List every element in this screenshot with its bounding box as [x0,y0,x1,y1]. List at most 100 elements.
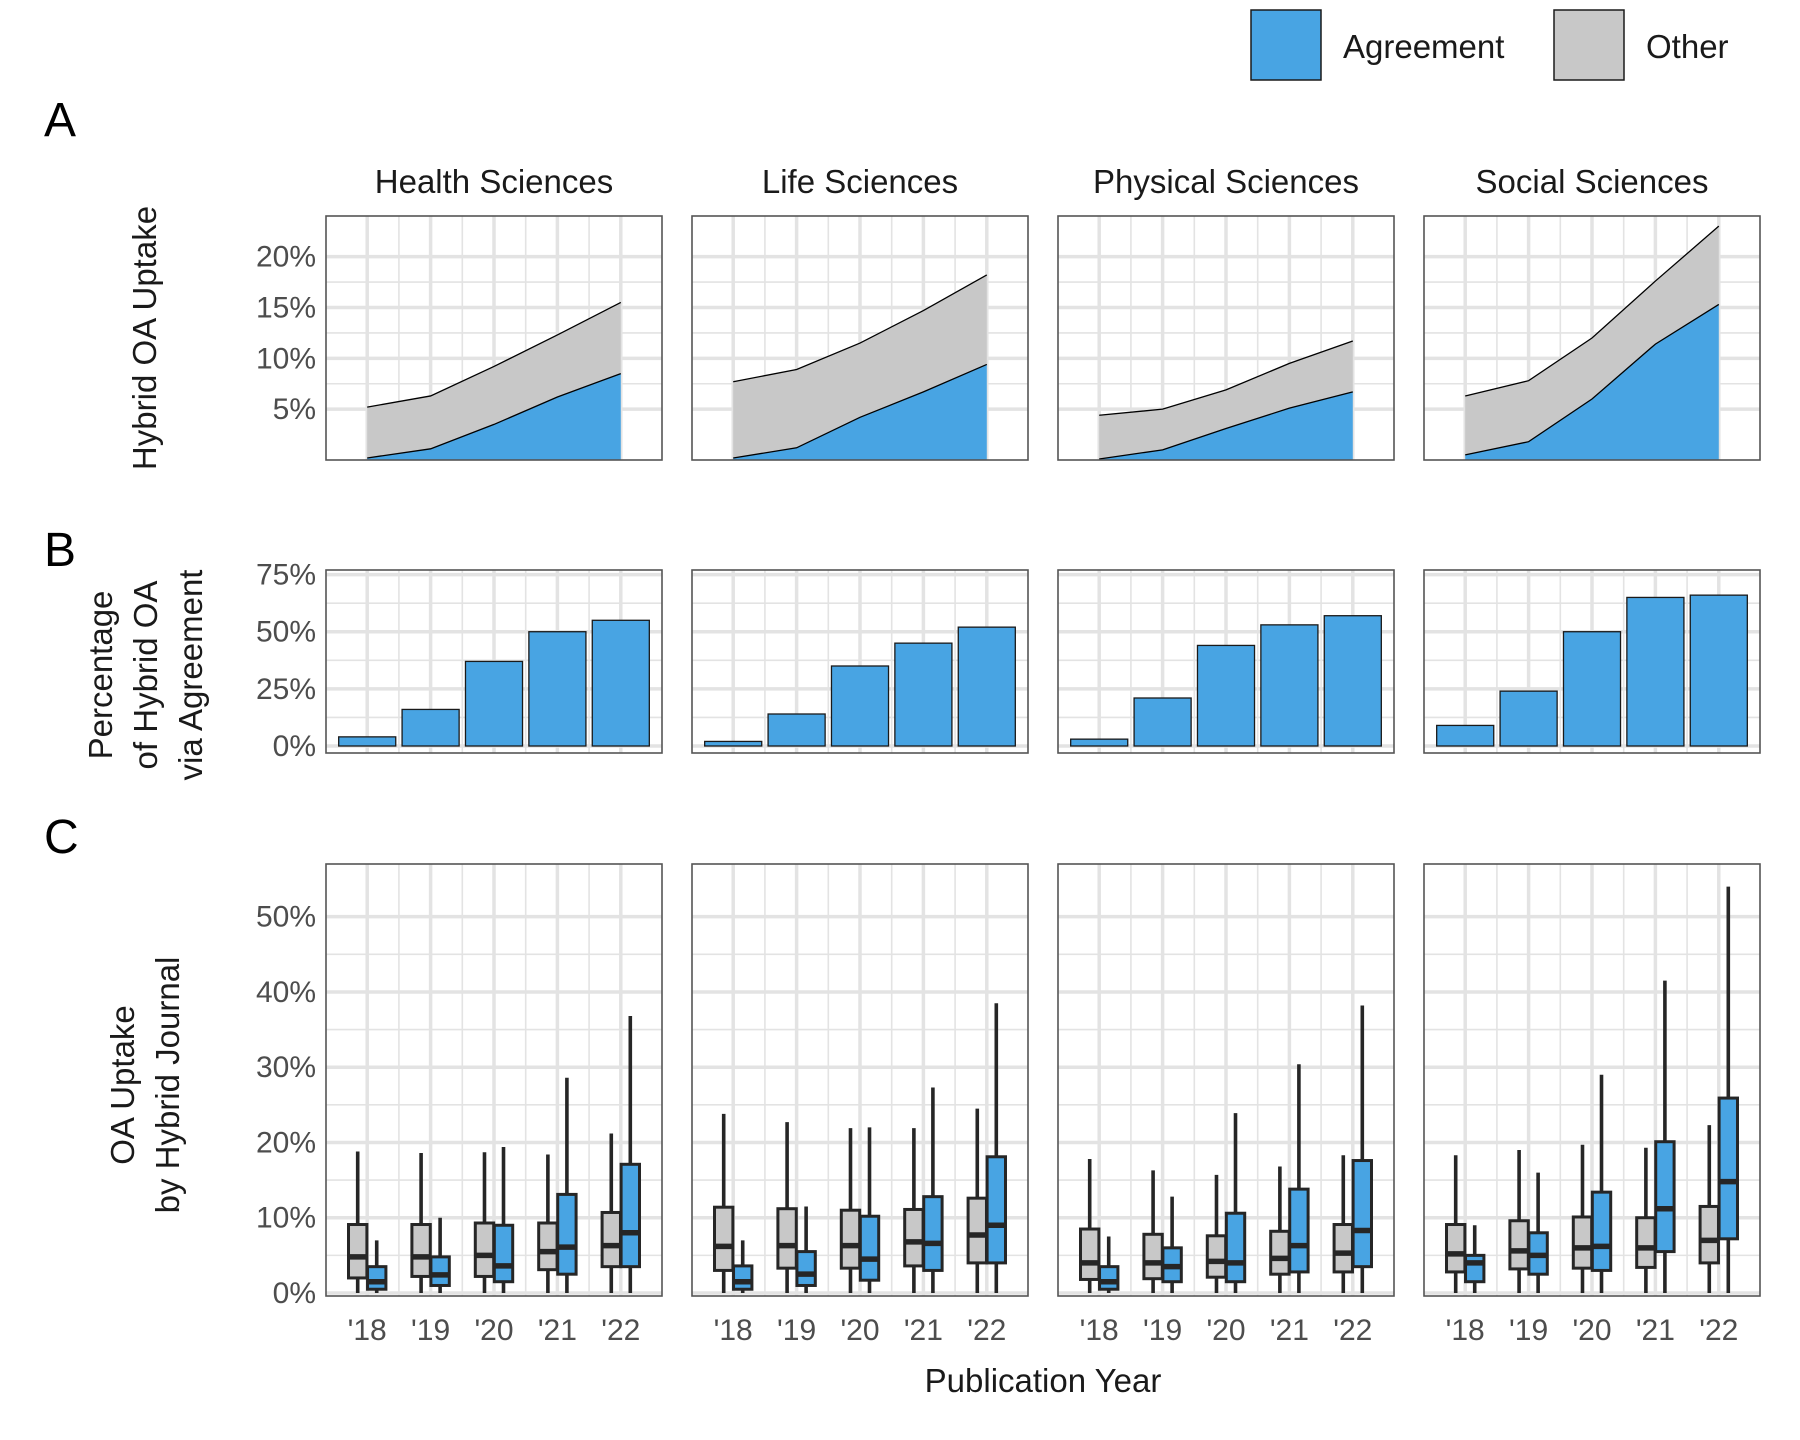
box-physical-sciences-agreement-box [1224,1211,1247,1284]
box-social-sciences-x-tick-label: '21 [1636,1314,1675,1347]
box-life-sciences-other-box [776,1207,798,1270]
bar-chart-y-tick-label: 25% [256,673,316,706]
box-social-sciences-x-tick-label: '22 [1699,1314,1738,1347]
area-chart-y-tick-label: 15% [256,292,316,325]
box-chart-y-tick-label: 0% [273,1277,316,1310]
area-health-sciences-total-line [367,301,622,408]
area-physical-sciences-border [1057,215,1395,461]
box-life-sciences-other-box [966,1196,988,1265]
bar-social-sciences-bar [1436,724,1495,747]
panel-tag-b: B [44,524,76,577]
box-life-sciences-agreement-box [858,1214,881,1282]
box-physical-sciences-x-tick-label: '20 [1206,1314,1245,1347]
legend-label-other: Other [1646,28,1729,65]
area-health-sciences-other-area [367,302,621,458]
box-physical-sciences-x-tick-label: '21 [1270,1314,1309,1347]
box-physical-sciences-border [1057,863,1395,1297]
area-physical-sciences-agreement-area [1099,391,1353,460]
bar-social-sciences-border [1423,569,1761,754]
box-health-sciences-border [325,863,663,1297]
box-chart-y-tick-label: 50% [256,901,316,934]
box-health-sciences-x-tick-label: '22 [601,1314,640,1347]
bar-life-sciences-bar [704,740,763,747]
bar-chart-y-tick-label: 75% [256,559,316,592]
area-life-sciences-agreement-line [733,363,988,459]
box-health-sciences-other-box [600,1210,622,1269]
bar-health-sciences-bar [591,619,650,747]
box-life-sciences-agreement-box [922,1195,944,1272]
box-chart-y-tick-label: 20% [256,1126,316,1159]
area-life-sciences-agreement-area [733,364,987,460]
legend-swatch-other [1553,9,1625,81]
bar-social-sciences-bar [1499,690,1558,747]
area-chart-y-tick-label: 20% [256,241,316,274]
area-social-sciences-agreement-line [1465,303,1720,456]
box-life-sciences-x-tick-label: '19 [777,1314,816,1347]
box-health-sciences-other-box [473,1221,496,1278]
area-social-sciences-other-area [1465,226,1719,455]
box-health-sciences-agreement-box [366,1265,388,1291]
box-life-sciences-x-tick-label: '21 [904,1314,943,1347]
panel-tag-a: A [44,94,76,147]
box-physical-sciences-other-box [1205,1234,1228,1279]
bar-physical-sciences-bar [1260,624,1319,747]
bar-health-sciences-border [325,569,663,754]
box-health-sciences-agreement-box [429,1255,451,1287]
box-health-sciences-x-tick-label: '18 [348,1314,387,1347]
box-health-sciences-other-box [347,1223,369,1280]
area-physical-sciences-total-line [1099,340,1354,416]
box-life-sciences-border [691,863,1029,1297]
plot-area: 5% 10% 15% 20% 0% 25% 50% 75% 0% 10% 20% 30% 40% 50% '… [256,215,1761,1347]
box-social-sciences-border [1423,863,1761,1297]
area-health-sciences-agreement-line [367,372,622,459]
y-axis-title-c-line2: by Hybrid Journal [149,957,186,1214]
box-life-sciences-other-box [713,1205,735,1272]
box-health-sciences-x-tick-label: '20 [474,1314,513,1347]
bar-health-sciences-bar [464,660,524,747]
bar-physical-sciences-border [1057,569,1395,754]
bar-health-sciences-bar [338,736,397,747]
area-health-sciences-agreement-area [367,373,621,460]
box-health-sciences-agreement-box [619,1162,641,1269]
box-physical-sciences-agreement-box [1351,1159,1373,1269]
bar-health-sciences-bar [401,708,460,747]
box-physical-sciences-agreement-box [1288,1187,1310,1274]
y-axis-title-b-line3: via Agreement [172,570,209,781]
facet-label-life-sciences: Life Sciences [762,163,958,200]
area-physical-sciences-agreement-line [1099,391,1353,460]
bar-social-sciences-bar [1626,596,1685,747]
box-social-sciences-other-box [1508,1219,1530,1271]
bar-life-sciences-bar [957,626,1016,747]
area-chart-y-tick-label: 10% [256,342,316,375]
box-social-sciences-agreement-box [1464,1253,1486,1284]
y-axis-title-a: Hybrid OA Uptake [126,206,163,470]
area-social-sciences-agreement-area [1465,304,1719,460]
box-life-sciences-other-box [903,1207,925,1268]
box-life-sciences-agreement-box [985,1155,1007,1265]
box-social-sciences-agreement-box [1717,1096,1739,1241]
box-life-sciences-other-box [839,1208,862,1270]
bar-life-sciences-bar [767,713,826,747]
box-social-sciences-x-tick-label: '20 [1572,1314,1611,1347]
box-physical-sciences-other-box [1269,1229,1291,1276]
box-health-sciences-x-tick-label: '19 [411,1314,450,1347]
box-health-sciences-agreement-box [556,1192,578,1276]
box-health-sciences-other-box [537,1221,559,1272]
facet-label-health-sciences: Health Sciences [375,163,613,200]
area-social-sciences-total-line [1465,225,1720,397]
box-social-sciences-other-box [1445,1223,1467,1274]
area-life-sciences-border [691,215,1029,461]
area-life-sciences-other-area [733,274,987,458]
box-life-sciences-agreement-box [795,1250,817,1287]
legend-swatch-agreement [1250,9,1322,81]
area-health-sciences-border [325,215,663,461]
bar-social-sciences-bar [1689,594,1748,747]
legend-label-agreement: Agreement [1343,28,1504,65]
panel-tag-c: C [44,811,79,864]
box-social-sciences-x-tick-label: '18 [1446,1314,1485,1347]
y-axis-title-c-line1: OA Uptake [104,1005,141,1165]
bar-physical-sciences-bar [1323,615,1382,747]
bar-health-sciences-bar [528,631,587,747]
facet-label-physical-sciences: Physical Sciences [1093,163,1359,200]
